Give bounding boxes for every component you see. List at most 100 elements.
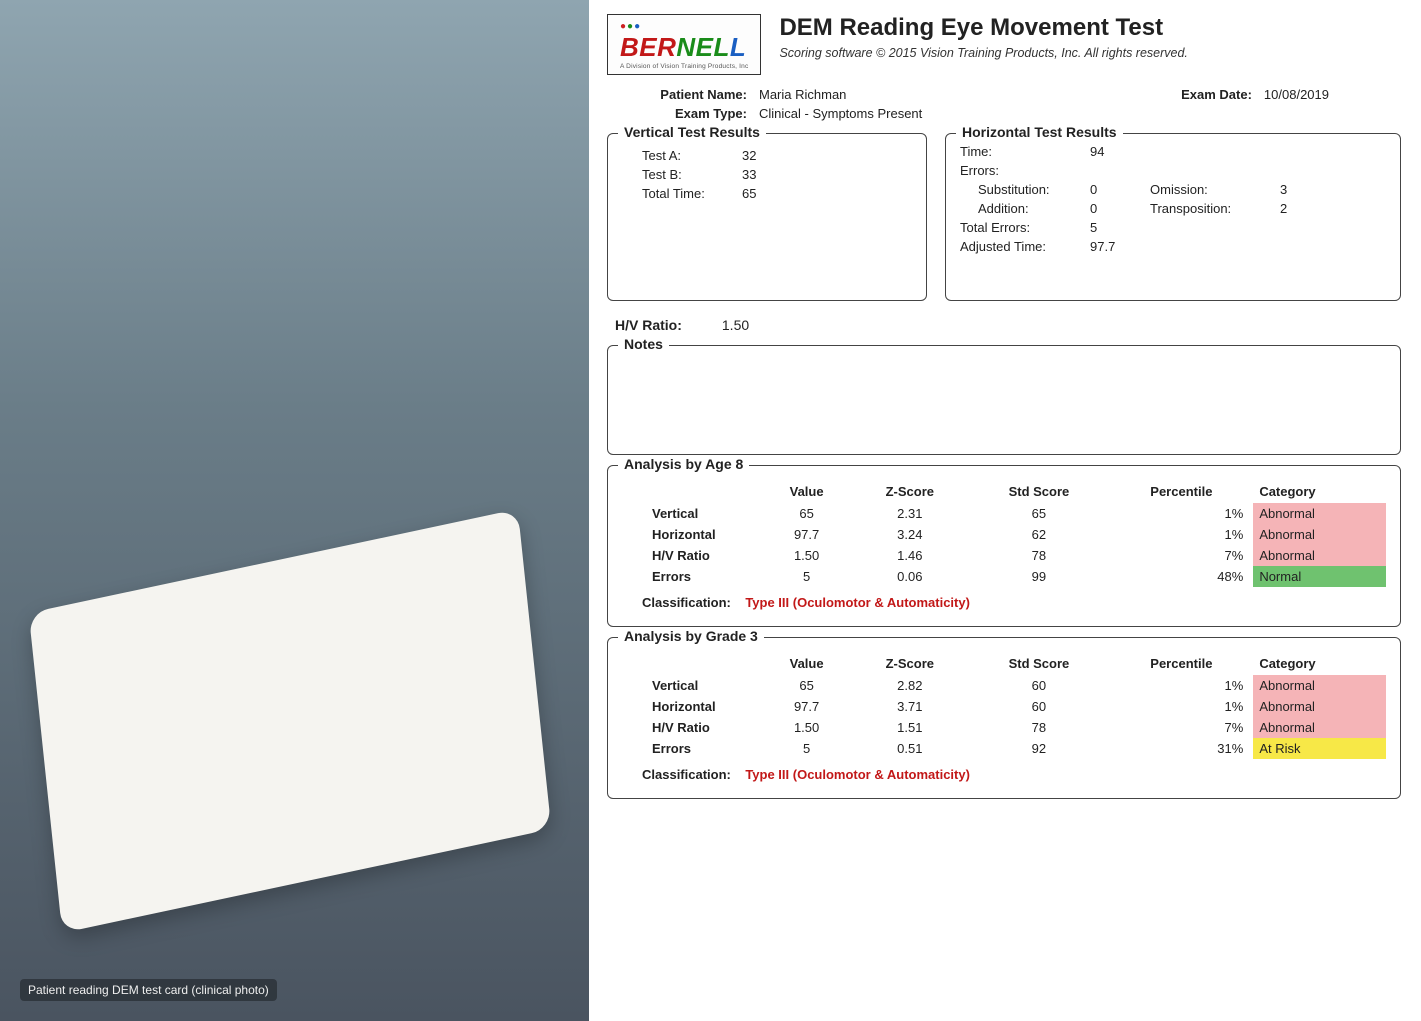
col-category: Category: [1253, 652, 1386, 675]
grade-row-label: Vertical: [622, 675, 762, 696]
table-row: H/V Ratio1.501.46787%Abnormal: [622, 545, 1386, 566]
age-row-stdscore: 78: [968, 545, 1109, 566]
vertical-legend: Vertical Test Results: [618, 124, 766, 140]
grade-row-value: 1.50: [762, 717, 851, 738]
grade-row-category: Abnormal: [1253, 717, 1386, 738]
age-class-value: Type III (Oculomotor & Automaticity): [745, 595, 970, 610]
clinical-photo: Patient reading DEM test card (clinical …: [0, 0, 589, 1021]
age-row-value: 97.7: [762, 524, 851, 545]
age-row-category: Abnormal: [1253, 524, 1386, 545]
age-row-category: Abnormal: [1253, 545, 1386, 566]
age-row-percentile: 1%: [1109, 524, 1253, 545]
grade-row-value: 97.7: [762, 696, 851, 717]
grade-row-stdscore: 92: [968, 738, 1109, 759]
horiz-tra-value: 2: [1280, 201, 1320, 216]
table-row: Vertical652.82601%Abnormal: [622, 675, 1386, 696]
age-row-value: 1.50: [762, 545, 851, 566]
age-row-zscore: 2.31: [851, 503, 968, 524]
age-row-value: 5: [762, 566, 851, 587]
analysis-grade-legend: Analysis by Grade 3: [618, 628, 764, 644]
table-row: Errors50.069948%Normal: [622, 566, 1386, 587]
horizontal-legend: Horizontal Test Results: [956, 124, 1123, 140]
grade-row-value: 65: [762, 675, 851, 696]
report-header: ●●● BERNELL A Division of Vision Trainin…: [607, 14, 1401, 75]
col-zscore: Z-Score: [851, 480, 968, 503]
notes-box: Notes: [607, 345, 1401, 455]
grade-row-value: 5: [762, 738, 851, 759]
age-row-zscore: 1.46: [851, 545, 968, 566]
header-text-block: DEM Reading Eye Movement Test Scoring so…: [779, 14, 1187, 60]
horiz-totalerr-label: Total Errors:: [960, 220, 1090, 235]
col-percentile: Percentile: [1109, 480, 1253, 503]
grade-row-category: At Risk: [1253, 738, 1386, 759]
col-value: Value: [762, 652, 851, 675]
vert-test-a-value: 32: [742, 148, 802, 163]
horiz-add-label: Addition:: [960, 201, 1090, 216]
exam-type-value: Clinical - Symptoms Present: [759, 106, 922, 121]
grade-row-category: Abnormal: [1253, 675, 1386, 696]
grade-class-label: Classification:: [642, 767, 731, 782]
age-row-stdscore: 62: [968, 524, 1109, 545]
horiz-add-value: 0: [1090, 201, 1150, 216]
grade-row-stdscore: 60: [968, 696, 1109, 717]
notes-legend: Notes: [618, 336, 669, 352]
age-row-percentile: 1%: [1109, 503, 1253, 524]
horiz-sub-label: Substitution:: [960, 182, 1090, 197]
grade-row-percentile: 31%: [1109, 738, 1253, 759]
exam-type-label: Exam Type:: [637, 106, 747, 121]
patient-name-value: Maria Richman: [759, 87, 846, 102]
analysis-age-legend: Analysis by Age 8: [618, 456, 749, 472]
horizontal-results-box: Horizontal Test Results Time: 94 Errors:…: [945, 133, 1401, 301]
age-row-label: Vertical: [622, 503, 762, 524]
grade-row-label: Errors: [622, 738, 762, 759]
col-percentile: Percentile: [1109, 652, 1253, 675]
table-row: Horizontal97.73.24621%Abnormal: [622, 524, 1386, 545]
age-row-stdscore: 99: [968, 566, 1109, 587]
grade-row-percentile: 1%: [1109, 696, 1253, 717]
grade-row-label: Horizontal: [622, 696, 762, 717]
grade-row-zscore: 2.82: [851, 675, 968, 696]
horiz-errors-label: Errors:: [960, 163, 1090, 178]
horiz-adjtime-label: Adjusted Time:: [960, 239, 1090, 254]
grade-row-stdscore: 78: [968, 717, 1109, 738]
hv-label: H/V Ratio:: [615, 317, 682, 333]
age-classification-line: Classification: Type III (Oculomotor & A…: [642, 595, 1386, 610]
hv-ratio-line: H/V Ratio: 1.50: [615, 317, 1401, 333]
dem-report: ●●● BERNELL A Division of Vision Trainin…: [589, 0, 1421, 1021]
grade-row-zscore: 1.51: [851, 717, 968, 738]
horiz-sub-value: 0: [1090, 182, 1150, 197]
analysis-age-box: Analysis by Age 8 Value Z-Score Std Scor…: [607, 465, 1401, 627]
vert-test-b-value: 33: [742, 167, 802, 182]
grade-row-zscore: 0.51: [851, 738, 968, 759]
col-blank: [622, 480, 762, 503]
horiz-time-label: Time:: [960, 144, 1090, 159]
vert-test-a-label: Test A:: [622, 148, 742, 163]
analysis-grade-table: Value Z-Score Std Score Percentile Categ…: [622, 652, 1386, 759]
grade-row-stdscore: 60: [968, 675, 1109, 696]
col-zscore: Z-Score: [851, 652, 968, 675]
table-row: Horizontal97.73.71601%Abnormal: [622, 696, 1386, 717]
age-row-value: 65: [762, 503, 851, 524]
age-row-label: Errors: [622, 566, 762, 587]
vert-total-value: 65: [742, 186, 802, 201]
grade-row-percentile: 1%: [1109, 675, 1253, 696]
age-row-percentile: 48%: [1109, 566, 1253, 587]
photo-caption: Patient reading DEM test card (clinical …: [20, 979, 277, 1001]
col-blank: [622, 652, 762, 675]
analysis-age-table: Value Z-Score Std Score Percentile Categ…: [622, 480, 1386, 587]
age-class-label: Classification:: [642, 595, 731, 610]
horiz-totalerr-value: 5: [1090, 220, 1150, 235]
horiz-tra-label: Transposition:: [1150, 201, 1280, 216]
exam-date-label: Exam Date:: [1181, 87, 1252, 102]
age-row-category: Normal: [1253, 566, 1386, 587]
grade-row-label: H/V Ratio: [622, 717, 762, 738]
age-row-zscore: 0.06: [851, 566, 968, 587]
grade-row-category: Abnormal: [1253, 696, 1386, 717]
report-subtitle: Scoring software © 2015 Vision Training …: [779, 46, 1187, 60]
patient-name-label: Patient Name:: [637, 87, 747, 102]
exam-date-value: 10/08/2019: [1264, 87, 1329, 102]
logo-text: BERNELL: [620, 32, 748, 63]
results-row: Vertical Test Results Test A:32 Test B:3…: [607, 133, 1401, 311]
horiz-time-value: 94: [1090, 144, 1150, 159]
age-row-label: H/V Ratio: [622, 545, 762, 566]
